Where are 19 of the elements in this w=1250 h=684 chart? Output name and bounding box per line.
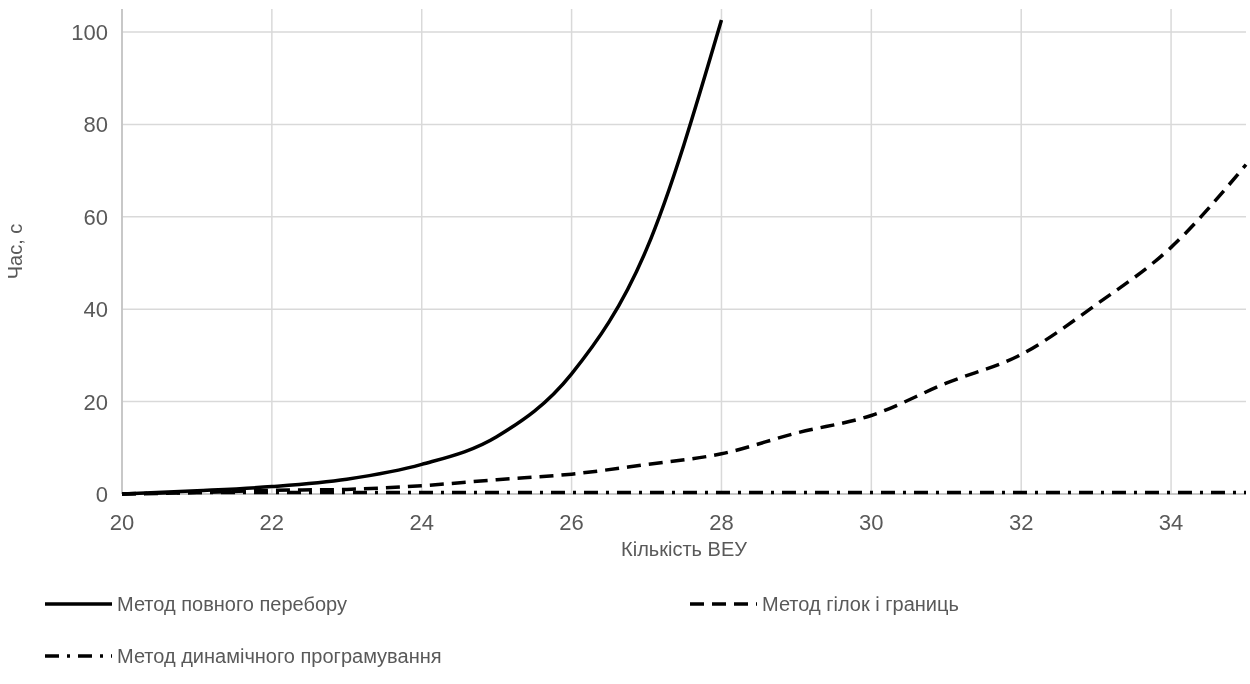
y-tick-label: 80 bbox=[83, 112, 108, 138]
y-tick-label: 60 bbox=[83, 204, 108, 230]
y-tick-label: 20 bbox=[83, 389, 108, 415]
x-axis-title: Кількість ВЕУ bbox=[621, 538, 748, 560]
legend-label: Метод повного перебору bbox=[117, 593, 347, 615]
y-axis-title: Час, с bbox=[4, 223, 26, 280]
legend-label: Метод динамічного програмування bbox=[117, 645, 442, 667]
x-tick-label: 22 bbox=[259, 510, 285, 535]
x-tick-label: 26 bbox=[559, 510, 584, 535]
x-tick-label: 24 bbox=[409, 510, 434, 535]
x-tick-label: 32 bbox=[1008, 510, 1034, 535]
y-tick-label: 0 bbox=[95, 482, 108, 507]
x-tick-label: 34 bbox=[1158, 510, 1184, 535]
x-tick-label: 20 bbox=[109, 510, 135, 535]
x-tick-label: 28 bbox=[709, 510, 734, 535]
y-tick-label: 100 bbox=[71, 20, 108, 46]
legend-label: Метод гілок і границь bbox=[762, 593, 959, 615]
x-tick-label: 30 bbox=[859, 510, 884, 535]
y-tick-label: 40 bbox=[83, 297, 108, 323]
